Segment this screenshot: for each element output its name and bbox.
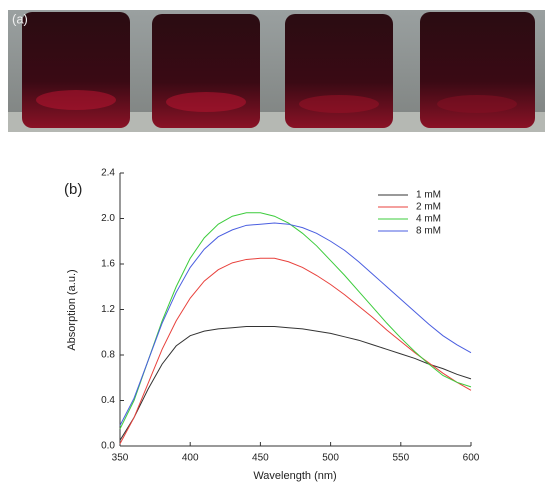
panel-label: (b) [64, 181, 82, 198]
legend-label: 4 mM [416, 214, 441, 225]
y-tick-label: 1.6 [101, 259, 115, 270]
y-tick-label: 2.4 [101, 168, 115, 179]
y-tick-label: 1.2 [101, 304, 115, 315]
legend-label: 2 mM [416, 202, 441, 213]
series-line [119, 212, 472, 430]
x-tick-label: 400 [182, 453, 199, 464]
series-line [119, 326, 472, 441]
x-tick-label: 350 [112, 453, 129, 464]
x-tick-label: 450 [252, 453, 269, 464]
y-tick-label: 0.0 [101, 441, 115, 452]
x-tick-label: 550 [392, 453, 409, 464]
series-line [119, 257, 472, 444]
y-tick-label: 0.4 [101, 395, 115, 406]
legend-label: 8 mM [416, 226, 441, 237]
x-tick-label: 600 [463, 453, 480, 464]
photo: (a) [8, 10, 545, 132]
legend-label: 1 mM [416, 190, 441, 201]
series-line [119, 222, 472, 426]
y-axis-label: Absorption (a.u.) [66, 269, 78, 350]
y-tick-label: 2.0 [101, 213, 115, 224]
y-tick-label: 0.8 [101, 350, 115, 361]
x-axis-label: Wavelength (nm) [253, 470, 336, 482]
x-tick-label: 500 [322, 453, 339, 464]
panel-label: (a) [12, 11, 28, 26]
